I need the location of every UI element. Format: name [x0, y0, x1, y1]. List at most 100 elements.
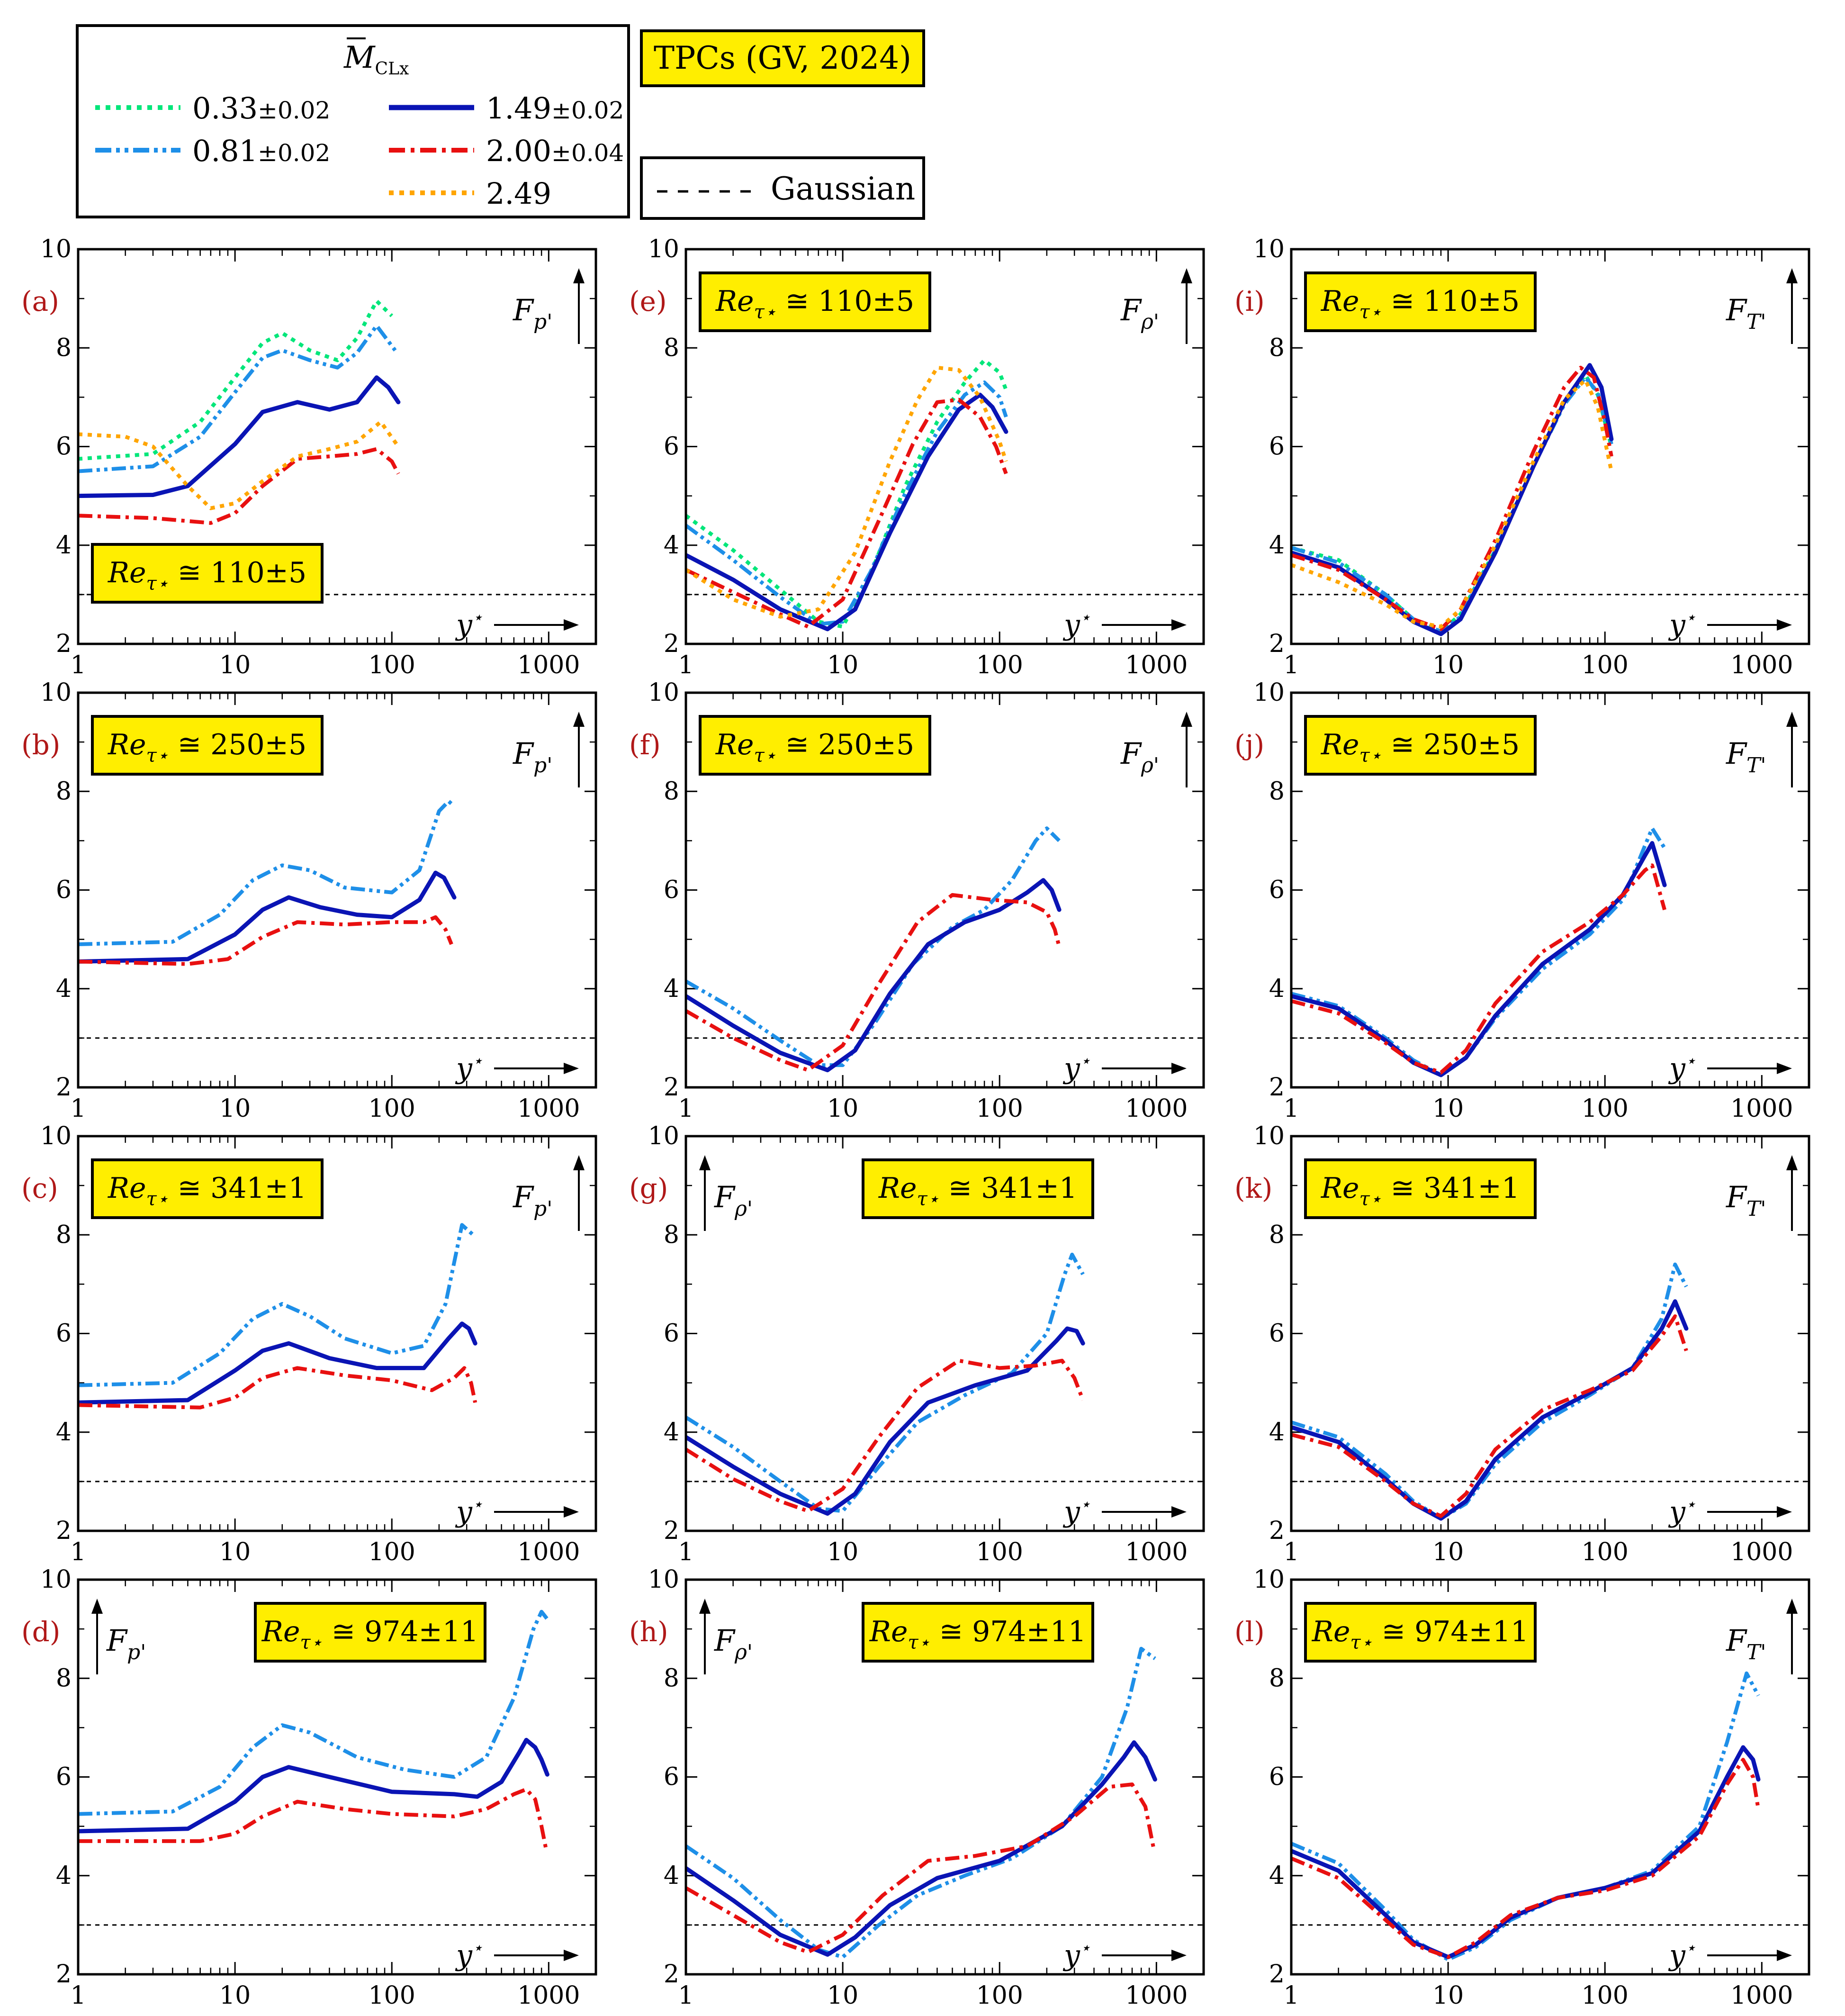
- panel-label: (k): [1234, 1172, 1272, 1204]
- panel-e: 1 10 100 1000 2 4 6 8 10 (e) Fρ' y⋆ Reτ⋆ ≅ 110±5: [629, 235, 1205, 679]
- x-axis-arrowhead-icon: [1171, 1506, 1187, 1518]
- y-tick-label: 2: [664, 1517, 679, 1545]
- series-line-0.81: [78, 324, 397, 473]
- series-line-2.00: [78, 1366, 477, 1410]
- y-tick-label: 8: [664, 334, 679, 362]
- y-tick-label: 10: [40, 235, 72, 263]
- plot-frame: [1290, 691, 1810, 1089]
- re-label-text: Reτ⋆ ≅ 341±1: [878, 1172, 1077, 1210]
- re-label-text: Reτ⋆ ≅ 974±11: [869, 1615, 1086, 1654]
- x-tick-label: 10: [827, 1094, 858, 1123]
- plot-frame: [77, 1578, 597, 1976]
- y-tick-label: 8: [664, 1220, 679, 1249]
- x-axis-label: y⋆: [1668, 1938, 1696, 1972]
- panel-j: 1 10 100 1000 2 4 6 8 10 (j) FT' y⋆ Reτ⋆ ≅ 250±5: [1234, 678, 1810, 1123]
- y-tick-label: 4: [664, 1418, 679, 1446]
- series-line-0.81: [1291, 1262, 1688, 1520]
- re-label-box: [699, 271, 931, 332]
- quantity-arrowhead-icon: [1181, 268, 1192, 283]
- series-line-0.81: [686, 380, 1008, 626]
- x-axis-arrowhead-icon: [564, 619, 579, 631]
- y-tick-label: 2: [664, 1073, 679, 1102]
- x-axis-label: y⋆: [455, 1938, 483, 1972]
- panel-h: 1 10 100 1000 2 4 6 8 10 (h) Fρ' y⋆ Reτ⋆ ≅ 974±11: [629, 1565, 1205, 2010]
- y-tick-label: 8: [1269, 334, 1285, 362]
- x-tick-label: 10: [219, 1094, 251, 1123]
- y-tick-label: 6: [56, 1763, 72, 1791]
- x-tick-label: 10: [219, 1981, 251, 2010]
- x-tick-label: 10: [219, 1538, 251, 1566]
- series-line-0.81: [78, 1609, 549, 1816]
- y-tick-label: 2: [56, 1073, 72, 1102]
- series-line-2.00: [686, 398, 1008, 629]
- re-label-box: [862, 1158, 1094, 1219]
- x-axis-label: y⋆: [1062, 1938, 1090, 1972]
- panel-label: (d): [21, 1616, 60, 1648]
- series-line-1.49: [686, 878, 1062, 1073]
- quantity-arrowhead-icon: [699, 1155, 711, 1170]
- plot-frame: [1290, 1135, 1810, 1532]
- plot-frame: [684, 248, 1205, 645]
- series-line-0.33: [686, 358, 1008, 629]
- legend-uncertainty: ±0.02: [551, 97, 624, 124]
- x-tick-label: 100: [1582, 1094, 1629, 1123]
- y-tick-label: 6: [664, 433, 679, 461]
- legend-title-main: M: [344, 40, 375, 75]
- y-tick-label: 8: [56, 1220, 72, 1249]
- y-tick-label: 8: [56, 334, 72, 362]
- series-line-2.00: [1291, 1314, 1688, 1518]
- re-label-text: Reτ⋆ ≅ 974±11: [1312, 1615, 1529, 1654]
- quantity-label: Fρ': [714, 1623, 753, 1664]
- y-tick-label: 10: [1253, 678, 1285, 707]
- quantity-label: FT': [1726, 293, 1766, 334]
- panel-label: (g): [629, 1172, 668, 1204]
- x-tick-label: 100: [1582, 1538, 1629, 1566]
- x-tick-label: 100: [976, 651, 1023, 679]
- series-line-0.81: [686, 1646, 1156, 1959]
- series-line-0.33: [78, 299, 393, 461]
- y-tick-label: 2: [664, 630, 679, 658]
- re-label-box: [1304, 271, 1537, 332]
- legend-swatch-dashdot-icon: [389, 148, 474, 153]
- panel-a: 1 10 100 1000 2 4 6 8 10 (a) Fp' y⋆ Reτ⋆ ≅ 110±5: [21, 235, 597, 679]
- y-tick-label: 10: [1253, 235, 1285, 263]
- gaussian-dashed-line-icon: [657, 190, 752, 193]
- plot-frame: [77, 1135, 597, 1532]
- re-label-text: Reτ⋆ ≅ 974±11: [261, 1615, 478, 1654]
- y-tick-label: 10: [648, 1122, 679, 1150]
- y-tick-label: 6: [1269, 876, 1285, 904]
- x-axis-arrowhead-icon: [1171, 1950, 1187, 1961]
- quantity-arrowhead-icon: [573, 268, 585, 283]
- re-label-box: [1304, 715, 1537, 776]
- series-line-2.00: [686, 893, 1061, 1072]
- x-axis-arrowhead-icon: [1777, 1950, 1792, 1961]
- re-label-box: [1304, 1602, 1537, 1663]
- re-label-text: Reτ⋆ ≅ 110±5: [108, 556, 306, 595]
- legend-uncertainty: ±0.04: [551, 139, 624, 167]
- x-tick-label: 1000: [1125, 1094, 1188, 1123]
- series-line-1.49: [686, 1326, 1085, 1516]
- legend-swatch-dotted-icon: [95, 105, 180, 110]
- quantity-label: Fp': [513, 736, 552, 777]
- quantity-arrowhead-icon: [1786, 268, 1798, 283]
- y-tick-label: 10: [40, 678, 72, 707]
- x-tick-label: 100: [976, 1538, 1023, 1566]
- legend-uncertainty: ±0.02: [258, 97, 331, 124]
- quantity-label: Fp': [106, 1623, 146, 1664]
- quantity-arrowhead-icon: [1786, 1599, 1798, 1614]
- x-tick-label: 1000: [517, 1981, 580, 2010]
- y-tick-label: 10: [648, 678, 679, 707]
- series-line-0.81: [686, 1252, 1085, 1513]
- plot-frame: [684, 1135, 1205, 1532]
- series-line-2.00: [1291, 1758, 1760, 1959]
- y-tick-label: 6: [664, 1763, 679, 1791]
- y-tick-label: 8: [1269, 1220, 1285, 1249]
- quantity-label: Fρ': [714, 1180, 753, 1221]
- re-label-box: [862, 1602, 1094, 1663]
- x-axis-arrowhead-icon: [1171, 1063, 1187, 1074]
- x-tick-label: 100: [369, 1538, 415, 1566]
- x-tick-label: 1: [1283, 1981, 1299, 2010]
- x-tick-label: 1000: [1730, 1094, 1793, 1123]
- legend-title-subscript: CLx: [375, 59, 409, 79]
